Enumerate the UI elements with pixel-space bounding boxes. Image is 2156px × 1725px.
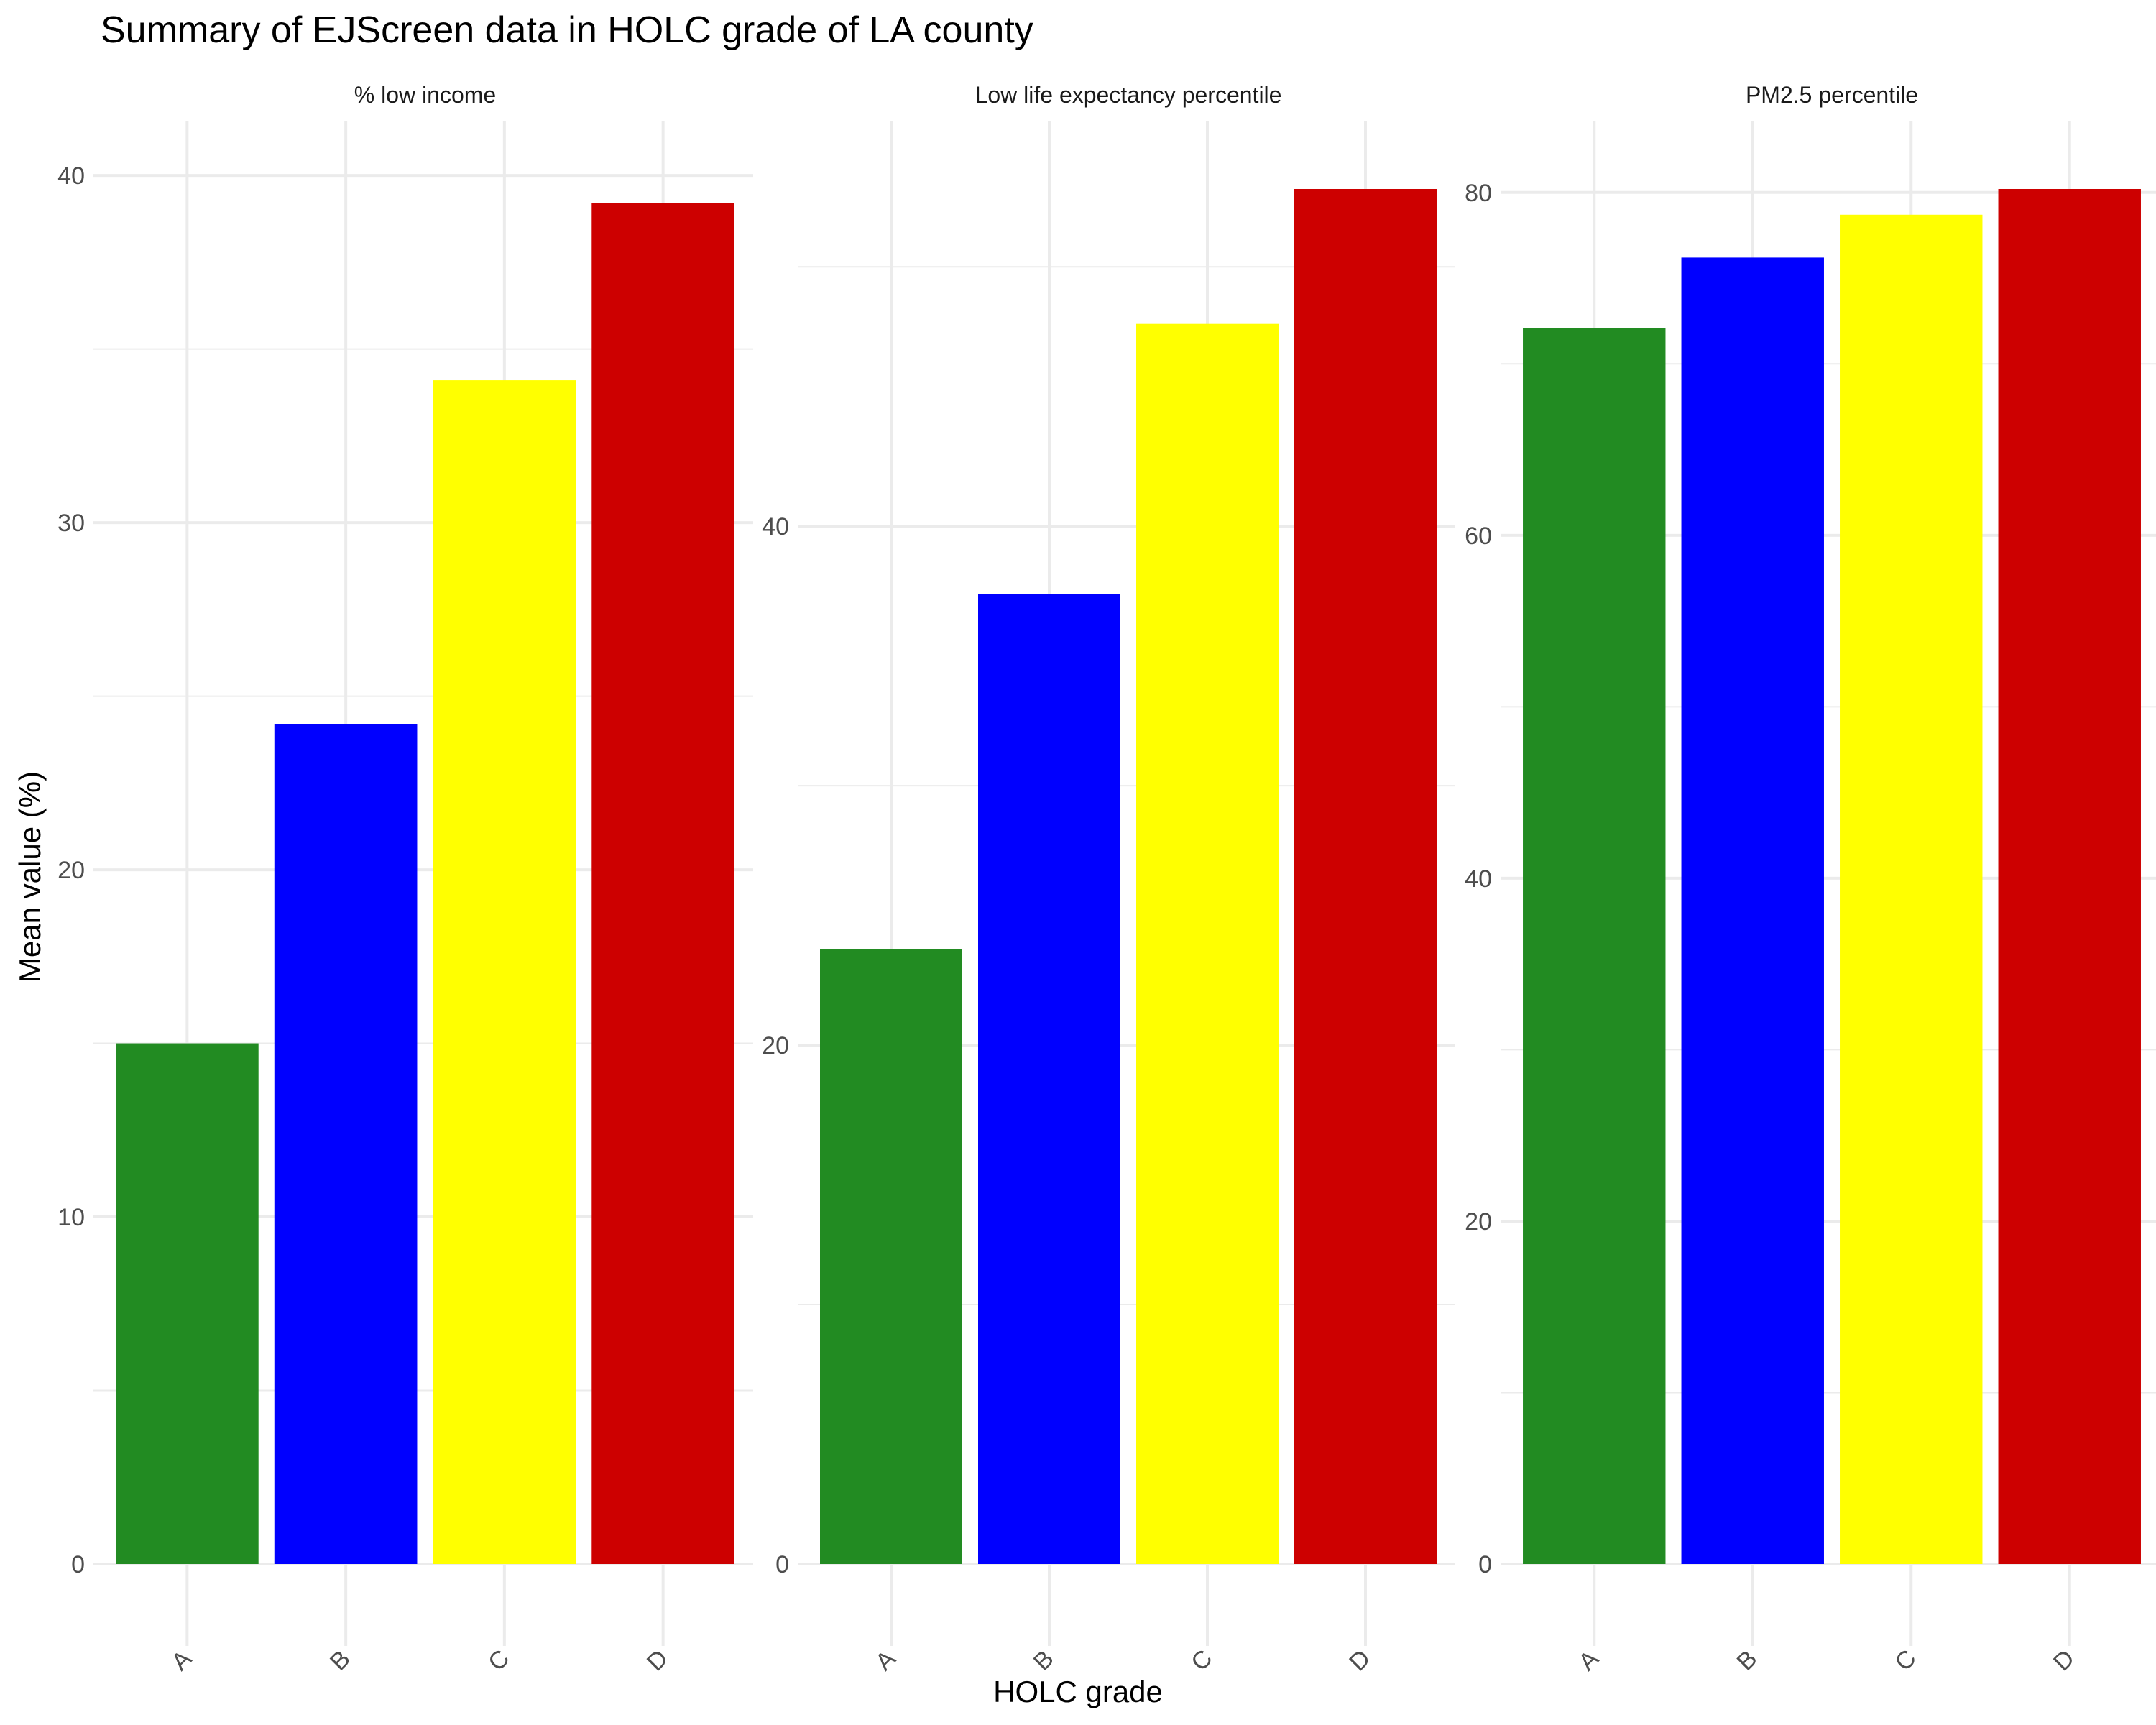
bar-A: [116, 1043, 259, 1564]
x-tick-label: D: [642, 1644, 673, 1676]
x-tick-label: D: [2048, 1644, 2080, 1676]
y-tick-label: 20: [762, 1032, 789, 1059]
bar-C: [433, 380, 576, 1564]
x-axis-label: HOLC grade: [993, 1675, 1163, 1708]
facet-title: PM2.5 percentile: [1746, 82, 1918, 108]
bar-C: [1136, 323, 1279, 1564]
bar-B: [978, 594, 1120, 1564]
chart-title: Summary of EJScreen data in HOLC grade o…: [101, 9, 1033, 51]
x-tick-label: A: [166, 1645, 197, 1676]
x-tick-label: A: [1573, 1645, 1604, 1676]
y-tick-label: 0: [775, 1551, 789, 1578]
bar-A: [1523, 328, 1666, 1564]
bar-D: [1294, 189, 1437, 1564]
y-tick-label: 10: [57, 1204, 85, 1231]
bar-B: [1681, 257, 1824, 1564]
y-tick-label: 0: [1478, 1551, 1492, 1578]
y-tick-label: 60: [1465, 523, 1492, 550]
y-tick-label: 40: [762, 513, 789, 540]
x-tick-label: B: [1732, 1645, 1763, 1676]
facet-panel-1: 0 10 20 30 40 A B C D % low income: [57, 82, 753, 1676]
x-tick-label: D: [1344, 1644, 1376, 1676]
facet-panel-2: 0 20 40 A B C D Low life expectancy percentile: [762, 82, 1455, 1676]
y-tick-label: 20: [1465, 1208, 1492, 1236]
y-tick-label: 0: [71, 1551, 85, 1578]
x-tick-label: B: [1028, 1645, 1059, 1676]
x-tick-label: C: [483, 1644, 515, 1676]
x-tick-label: C: [1889, 1644, 1921, 1676]
x-tick-label: A: [870, 1645, 901, 1676]
bar-C: [1840, 214, 1983, 1564]
y-axis-label: Mean value (%): [13, 770, 47, 983]
y-tick-label: 40: [1465, 865, 1492, 893]
bar-A: [820, 949, 962, 1564]
y-tick-label: 20: [57, 857, 85, 884]
x-tick-label: B: [325, 1645, 356, 1676]
facet-title: % low income: [354, 82, 496, 108]
facet-panel-3: 0 20 40 60 80 A B C D PM2.5 percentile: [1465, 82, 2156, 1676]
bar-D: [1998, 189, 2141, 1564]
y-tick-label: 40: [57, 162, 85, 190]
y-tick-label: 30: [57, 510, 85, 537]
facet-title: Low life expectancy percentile: [975, 82, 1282, 108]
x-tick-label: C: [1186, 1644, 1217, 1676]
y-tick-label: 80: [1465, 180, 1492, 207]
bar-B: [274, 724, 418, 1564]
bar-D: [591, 203, 734, 1565]
